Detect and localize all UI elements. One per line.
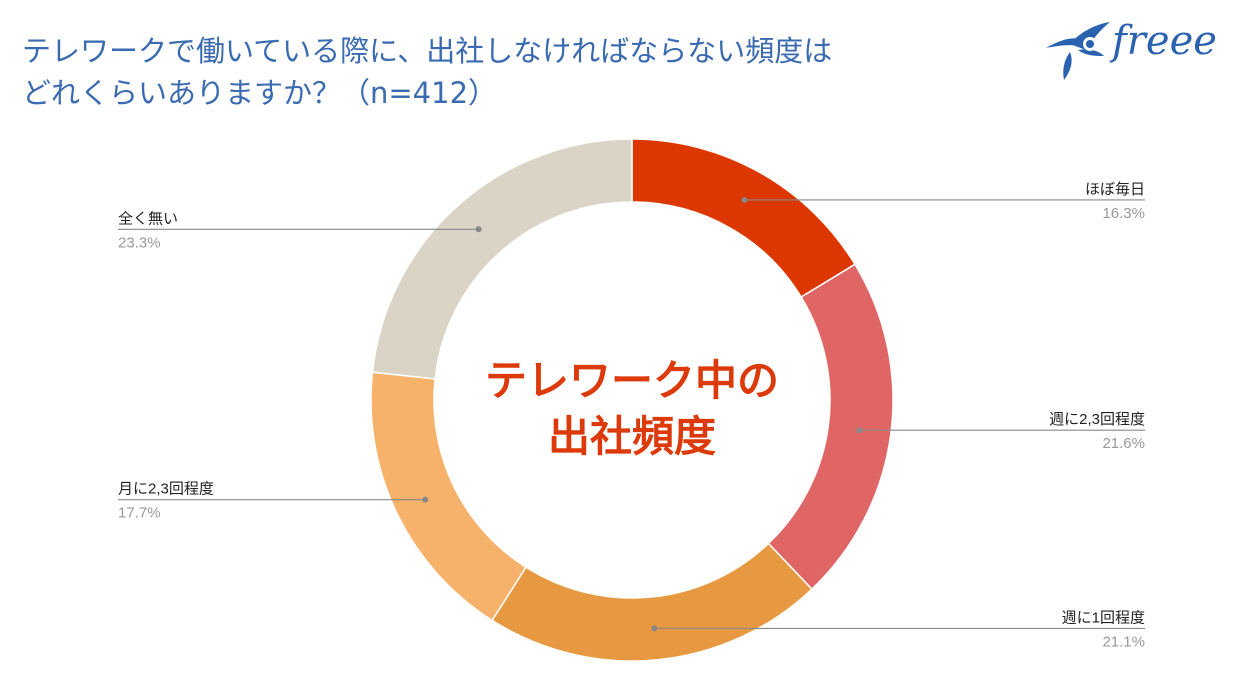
slice-2 [767,263,894,591]
slice-4-leader-dot [422,496,429,503]
center-label-line-1: テレワーク中の [485,356,779,405]
chart-title: テレワークで働いている際に、出社しなければならない頻度は どれくらいありますか？… [22,30,832,114]
slice-2-leader-dot [856,427,863,434]
slice-5-leader-dot [475,226,482,233]
slice-2-label: 週に2,3回程度 [1049,411,1145,428]
chart-title-line-2: どれくらいありますか？（n=412） [22,76,498,110]
slice-4-value: 17.7% [118,505,161,522]
swallow-bird-icon: freee [1046,18,1217,80]
slice-5 [371,138,633,380]
center-label-line-2: 出社頻度 [548,412,716,461]
chart-title-line-1: テレワークで働いている際に、出社しなければならない頻度は [22,34,833,68]
slice-1-leader-dot [741,196,748,203]
slice-4 [370,371,527,622]
slice-3-leader-dot [651,625,658,632]
slice-1 [631,138,856,299]
slice-1-label: ほぼ毎日 [1085,181,1145,198]
slice-4-label: 月に2,3回程度 [118,481,214,498]
donut-slices [370,138,894,662]
slice-2-value: 21.6% [1102,435,1145,452]
slice-labels: ほぼ毎日 16.3% 週に2,3回程度 21.6% 週に1回程度 21.1% 月に2,3回程… [118,181,1145,650]
slice-3-label: 週に1回程度 [1062,609,1145,626]
slice-5-label: 全く無い [118,209,178,227]
slice-3-value: 21.1% [1102,633,1145,650]
slice-5-value: 23.3% [118,234,161,251]
slice-1-value: 16.3% [1102,205,1145,222]
leader-lines [118,196,1145,632]
freee-logo: freee [1040,10,1250,90]
slice-3 [491,542,813,662]
logo-text: freee [1109,18,1217,64]
